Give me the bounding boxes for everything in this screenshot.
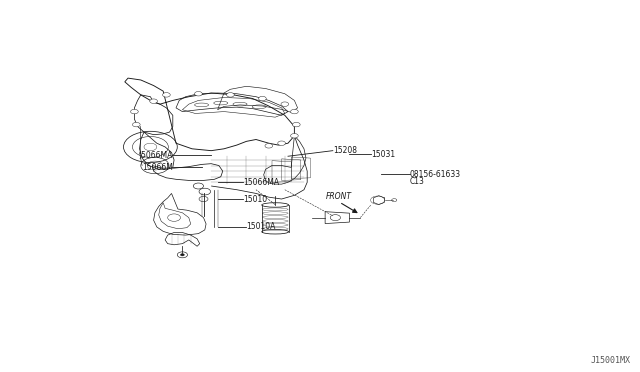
Text: 08156-61633: 08156-61633 <box>410 170 461 179</box>
Text: 15066MA: 15066MA <box>243 178 279 187</box>
Circle shape <box>291 109 298 114</box>
Text: 15010: 15010 <box>243 195 268 203</box>
Circle shape <box>177 252 188 258</box>
Circle shape <box>180 254 184 256</box>
Circle shape <box>281 102 289 106</box>
Text: C13: C13 <box>410 177 424 186</box>
Circle shape <box>292 122 300 127</box>
Text: 15066M: 15066M <box>142 163 173 172</box>
Circle shape <box>265 144 273 148</box>
Text: 15208: 15208 <box>333 146 357 155</box>
Circle shape <box>195 92 202 96</box>
Circle shape <box>193 183 204 189</box>
Text: 15031: 15031 <box>371 150 396 159</box>
Text: 15010A: 15010A <box>246 222 276 231</box>
Circle shape <box>259 96 266 101</box>
Circle shape <box>278 141 285 145</box>
Circle shape <box>132 122 140 127</box>
Circle shape <box>150 99 157 103</box>
Circle shape <box>330 215 340 221</box>
Circle shape <box>291 134 298 138</box>
Circle shape <box>227 93 234 97</box>
Text: )5066MA: )5066MA <box>138 151 173 160</box>
Circle shape <box>131 109 138 114</box>
Circle shape <box>199 196 208 202</box>
Circle shape <box>199 188 211 195</box>
Circle shape <box>163 93 170 97</box>
Text: J15001MX: J15001MX <box>590 356 630 365</box>
Text: FRONT: FRONT <box>326 192 352 201</box>
Circle shape <box>168 214 180 221</box>
